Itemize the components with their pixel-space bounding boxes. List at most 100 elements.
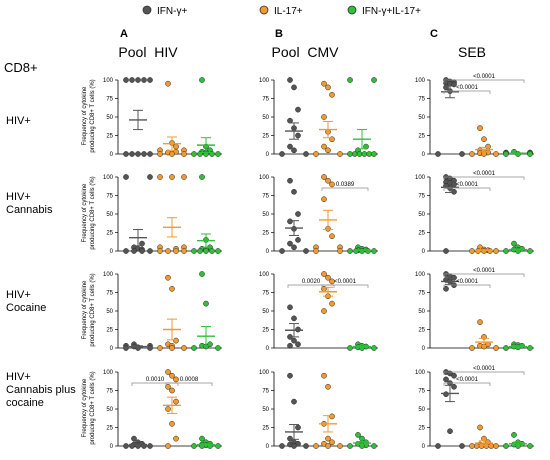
p-value-label: <0.0001 <box>473 366 496 372</box>
data-point-il-17- <box>173 376 179 383</box>
data-point-ifn- <box>287 218 293 225</box>
legend-marker-dp <box>347 5 357 15</box>
y-tick-label: 25 <box>262 426 269 432</box>
y-tick-label: 25 <box>106 231 113 237</box>
data-point-il-17- <box>325 443 331 449</box>
data-point-ifn-il-17- <box>347 443 353 449</box>
row-label-hiv-line-1: HIV+ <box>6 115 31 127</box>
data-point-il-17- <box>493 248 499 254</box>
data-point-ifn-il-17- <box>503 151 509 157</box>
p-value-label: <0.0001 <box>456 279 479 285</box>
ylabel-row-1-line-1: Frequency of cytokine <box>82 183 88 242</box>
data-point-ifn- <box>303 248 309 254</box>
significance-bracket <box>321 284 369 288</box>
data-point-il-17- <box>173 337 179 344</box>
data-point-ifn-il-17- <box>371 77 377 83</box>
y-tick-label: 75 <box>418 389 425 395</box>
data-point-il-17- <box>325 435 331 442</box>
ylabel-row-0-line-1: Frequency of cytokine <box>82 86 88 145</box>
data-point-ifn- <box>443 285 449 292</box>
data-point-ifn- <box>435 151 441 157</box>
data-point-ifn- <box>131 248 137 254</box>
y-tick-label: 0 <box>110 249 114 255</box>
data-point-il-17- <box>181 248 187 254</box>
ylabel-row-1: Frequency of cytokine producing CD8+ T c… <box>82 176 96 249</box>
data-point-ifn-il-17- <box>527 151 533 157</box>
data-point-il-17- <box>157 345 163 351</box>
data-point-ifn- <box>291 244 297 251</box>
data-point-il-17- <box>469 345 475 351</box>
data-point-ifn- <box>131 435 137 442</box>
data-point-il-17- <box>173 435 179 442</box>
legend-marker-ifn <box>142 5 152 15</box>
panel-r0-c1: 0 25 50 75 100 <box>259 77 378 158</box>
data-point-ifn-il-17- <box>199 77 205 83</box>
data-point-ifn-il-17- <box>347 77 353 83</box>
row-label-hiv-cocaine-line-1: HIV+ <box>6 289 31 301</box>
data-point-ifn- <box>129 151 135 157</box>
data-point-ifn-il-17- <box>527 345 533 351</box>
data-point-il-17- <box>173 398 179 405</box>
data-point-ifn- <box>287 77 293 83</box>
p-value-label: <0.0001 <box>473 268 496 274</box>
y-tick-label: 0 <box>110 444 114 450</box>
column-title-pool-hiv: Pool HIV <box>118 44 178 60</box>
data-point-il-17- <box>181 174 187 180</box>
y-tick-label: 0 <box>110 152 114 158</box>
data-point-il-17- <box>169 345 175 351</box>
panel-r2-c1: 0 25 50 75 100 0.0020 <0.0001 <box>259 271 378 352</box>
data-point-il-17- <box>169 285 175 292</box>
data-point-ifn-il-17- <box>191 443 197 449</box>
data-point-il-17- <box>165 248 171 254</box>
data-point-il-17- <box>321 174 327 180</box>
significance-bracket <box>443 79 525 83</box>
panel-r3-c2: 0 25 50 75 100 <0.0001 <0.0001 <box>415 366 534 450</box>
data-point-il-17- <box>173 143 179 150</box>
data-point-il-17- <box>325 383 331 390</box>
row-label-hiv-cannabis-line-1: HIV+ <box>6 191 31 203</box>
column-letter-c: C <box>430 28 438 40</box>
y-tick-label: 75 <box>262 97 269 103</box>
data-point-ifn-il-17- <box>371 443 377 449</box>
y-tick-label: 0 <box>110 346 114 352</box>
ylabel-row-2-line-2: producing CD8+ T cells (%) <box>90 273 96 346</box>
y-tick-label: 75 <box>262 389 269 395</box>
data-point-ifn- <box>295 106 301 113</box>
y-tick-label: 75 <box>262 291 269 297</box>
data-point-ifn-il-17- <box>371 345 377 351</box>
y-tick-label: 100 <box>259 78 270 84</box>
p-value-label: 0.0008 <box>180 377 199 383</box>
y-tick-label: 100 <box>259 272 270 278</box>
data-point-ifn-il-17- <box>511 240 517 247</box>
y-tick-label: 25 <box>262 328 269 334</box>
data-point-il-17- <box>313 443 319 449</box>
data-point-ifn- <box>291 84 297 91</box>
data-point-ifn-il-17- <box>527 443 533 449</box>
y-tick-label: 75 <box>106 389 113 395</box>
data-point-ifn- <box>287 342 293 349</box>
data-point-ifn- <box>295 132 301 139</box>
y-tick-label: 50 <box>106 115 113 121</box>
y-tick-label: 0 <box>266 249 270 255</box>
data-point-ifn- <box>287 372 293 379</box>
data-point-il-17- <box>477 424 483 431</box>
data-point-ifn- <box>279 443 285 449</box>
legend-marker-il17 <box>259 5 269 15</box>
data-point-ifn-il-17- <box>361 151 368 157</box>
data-point-ifn-il-17- <box>215 345 221 351</box>
y-tick-label: 100 <box>415 370 426 376</box>
data-point-ifn- <box>291 147 297 154</box>
data-point-ifn- <box>123 443 129 449</box>
y-tick-label: 25 <box>418 328 425 334</box>
data-point-il-17- <box>165 80 171 87</box>
row-label-hiv-cannabis: HIV+ Cannabis <box>6 191 53 216</box>
y-tick-label: 25 <box>106 134 113 140</box>
legend: IFN-γ+ IL-17+ IFN-γ+IL-17+ <box>142 5 421 17</box>
y-tick-label: 25 <box>106 426 113 432</box>
data-point-ifn-il-17- <box>199 174 205 180</box>
data-point-il-17- <box>473 443 480 449</box>
data-point-il-17- <box>329 413 335 420</box>
data-point-ifn- <box>129 77 135 83</box>
significance-bracket <box>131 382 179 386</box>
